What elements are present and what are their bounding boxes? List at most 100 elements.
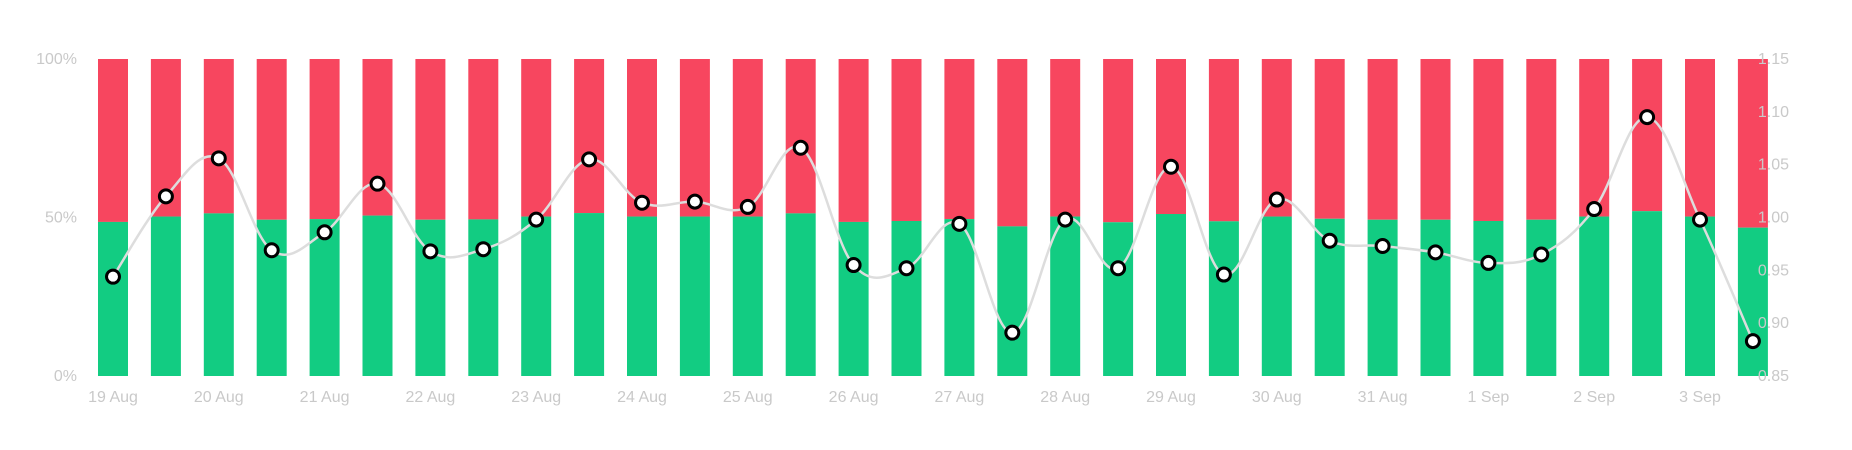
ratio-marker[interactable] <box>475 241 492 258</box>
ratio-marker[interactable] <box>1110 260 1127 277</box>
bar-group[interactable] <box>627 59 657 376</box>
bar-group[interactable] <box>1420 59 1451 376</box>
bar-group[interactable] <box>1367 59 1398 376</box>
bar-group[interactable] <box>1261 59 1292 376</box>
ratio-marker[interactable] <box>369 175 386 192</box>
ratio-marker[interactable] <box>1321 232 1338 249</box>
long-bar[interactable] <box>1526 219 1557 376</box>
long-bar[interactable] <box>1473 220 1504 376</box>
short-bar[interactable] <box>468 59 499 220</box>
bar-group[interactable] <box>1579 59 1610 376</box>
bar-group[interactable] <box>1632 59 1663 376</box>
ratio-marker[interactable] <box>316 224 333 241</box>
bar-group[interactable] <box>785 59 816 376</box>
short-bar[interactable] <box>1367 59 1398 220</box>
bar-group[interactable] <box>1314 59 1345 376</box>
short-bar[interactable] <box>1737 59 1768 228</box>
long-bar[interactable] <box>362 215 393 376</box>
short-bar[interactable] <box>1208 59 1239 222</box>
ratio-marker[interactable] <box>898 260 915 277</box>
long-bar[interactable] <box>1103 222 1134 376</box>
long-bar[interactable] <box>785 213 816 376</box>
short-bar[interactable] <box>98 59 128 222</box>
ratio-marker[interactable] <box>686 193 703 210</box>
long-bar[interactable] <box>150 216 181 376</box>
short-bar[interactable] <box>1420 59 1451 220</box>
bar-group[interactable] <box>997 59 1028 376</box>
long-bar[interactable] <box>203 213 234 376</box>
short-bar[interactable] <box>309 59 340 220</box>
ratio-marker[interactable] <box>1374 238 1391 255</box>
bar-group[interactable] <box>1103 59 1134 376</box>
long-bar[interactable] <box>627 216 657 376</box>
bar-group[interactable] <box>1526 59 1557 376</box>
ratio-marker[interactable] <box>263 242 280 259</box>
bar-group[interactable] <box>203 59 234 376</box>
ratio-marker[interactable] <box>581 151 598 168</box>
bar-group[interactable] <box>309 59 340 376</box>
long-bar[interactable] <box>944 219 975 376</box>
long-bar[interactable] <box>309 219 340 376</box>
ratio-marker[interactable] <box>1427 244 1444 261</box>
ratio-marker[interactable] <box>1480 254 1497 271</box>
bar-group[interactable] <box>574 59 605 376</box>
long-bar[interactable] <box>415 219 446 376</box>
ratio-marker[interactable] <box>1744 333 1761 350</box>
bar-group[interactable] <box>1208 59 1239 376</box>
ratio-marker[interactable] <box>422 243 439 260</box>
ratio-marker[interactable] <box>845 257 862 274</box>
ratio-marker[interactable] <box>1057 211 1074 228</box>
bar-group[interactable] <box>1156 59 1186 376</box>
ratio-marker[interactable] <box>951 215 968 232</box>
long-bar[interactable] <box>997 226 1028 376</box>
short-bar[interactable] <box>732 59 763 217</box>
bar-group[interactable] <box>468 59 499 376</box>
long-bar[interactable] <box>98 221 128 376</box>
long-bar[interactable] <box>1050 216 1081 376</box>
long-bar[interactable] <box>891 220 922 376</box>
long-bar[interactable] <box>679 216 710 376</box>
ratio-marker[interactable] <box>157 188 174 205</box>
ratio-marker[interactable] <box>105 268 121 285</box>
short-bar[interactable] <box>574 59 605 214</box>
long-bar[interactable] <box>574 213 605 376</box>
short-bar[interactable] <box>1103 59 1134 223</box>
ratio-marker[interactable] <box>1004 324 1021 341</box>
long-bar[interactable] <box>1420 219 1451 376</box>
short-bar[interactable] <box>997 59 1028 227</box>
ratio-marker[interactable] <box>528 211 545 228</box>
short-bar[interactable] <box>1261 59 1292 217</box>
ratio-marker[interactable] <box>792 139 809 156</box>
short-bar[interactable] <box>1526 59 1557 220</box>
long-bar[interactable] <box>1208 221 1239 376</box>
bar-group[interactable] <box>150 59 181 376</box>
short-bar[interactable] <box>415 59 446 220</box>
long-bar[interactable] <box>521 216 552 376</box>
short-bar[interactable] <box>679 59 710 217</box>
ratio-marker[interactable] <box>1215 266 1232 283</box>
ratio-marker[interactable] <box>739 198 756 215</box>
bar-group[interactable] <box>732 59 763 376</box>
ratio-marker[interactable] <box>634 194 650 211</box>
short-bar[interactable] <box>891 59 922 221</box>
bar-group[interactable] <box>1050 59 1081 376</box>
bar-group[interactable] <box>98 59 128 376</box>
bar-group[interactable] <box>944 59 975 376</box>
bar-group[interactable] <box>362 59 393 376</box>
ratio-marker[interactable] <box>1692 211 1708 228</box>
ratio-marker[interactable] <box>1586 201 1603 218</box>
ratio-marker[interactable] <box>1268 191 1285 208</box>
ratio-marker[interactable] <box>210 150 227 167</box>
bar-group[interactable] <box>679 59 710 376</box>
ratio-marker[interactable] <box>1639 109 1656 126</box>
bar-group[interactable] <box>1473 59 1504 376</box>
short-bar[interactable] <box>944 59 975 220</box>
bar-group[interactable] <box>256 59 287 376</box>
short-bar[interactable] <box>256 59 287 220</box>
bar-group[interactable] <box>415 59 446 376</box>
long-bar[interactable] <box>1156 214 1186 376</box>
short-bar[interactable] <box>1685 59 1715 217</box>
short-bar[interactable] <box>521 59 552 217</box>
long-bar[interactable] <box>1632 211 1663 376</box>
short-bar[interactable] <box>838 59 869 222</box>
